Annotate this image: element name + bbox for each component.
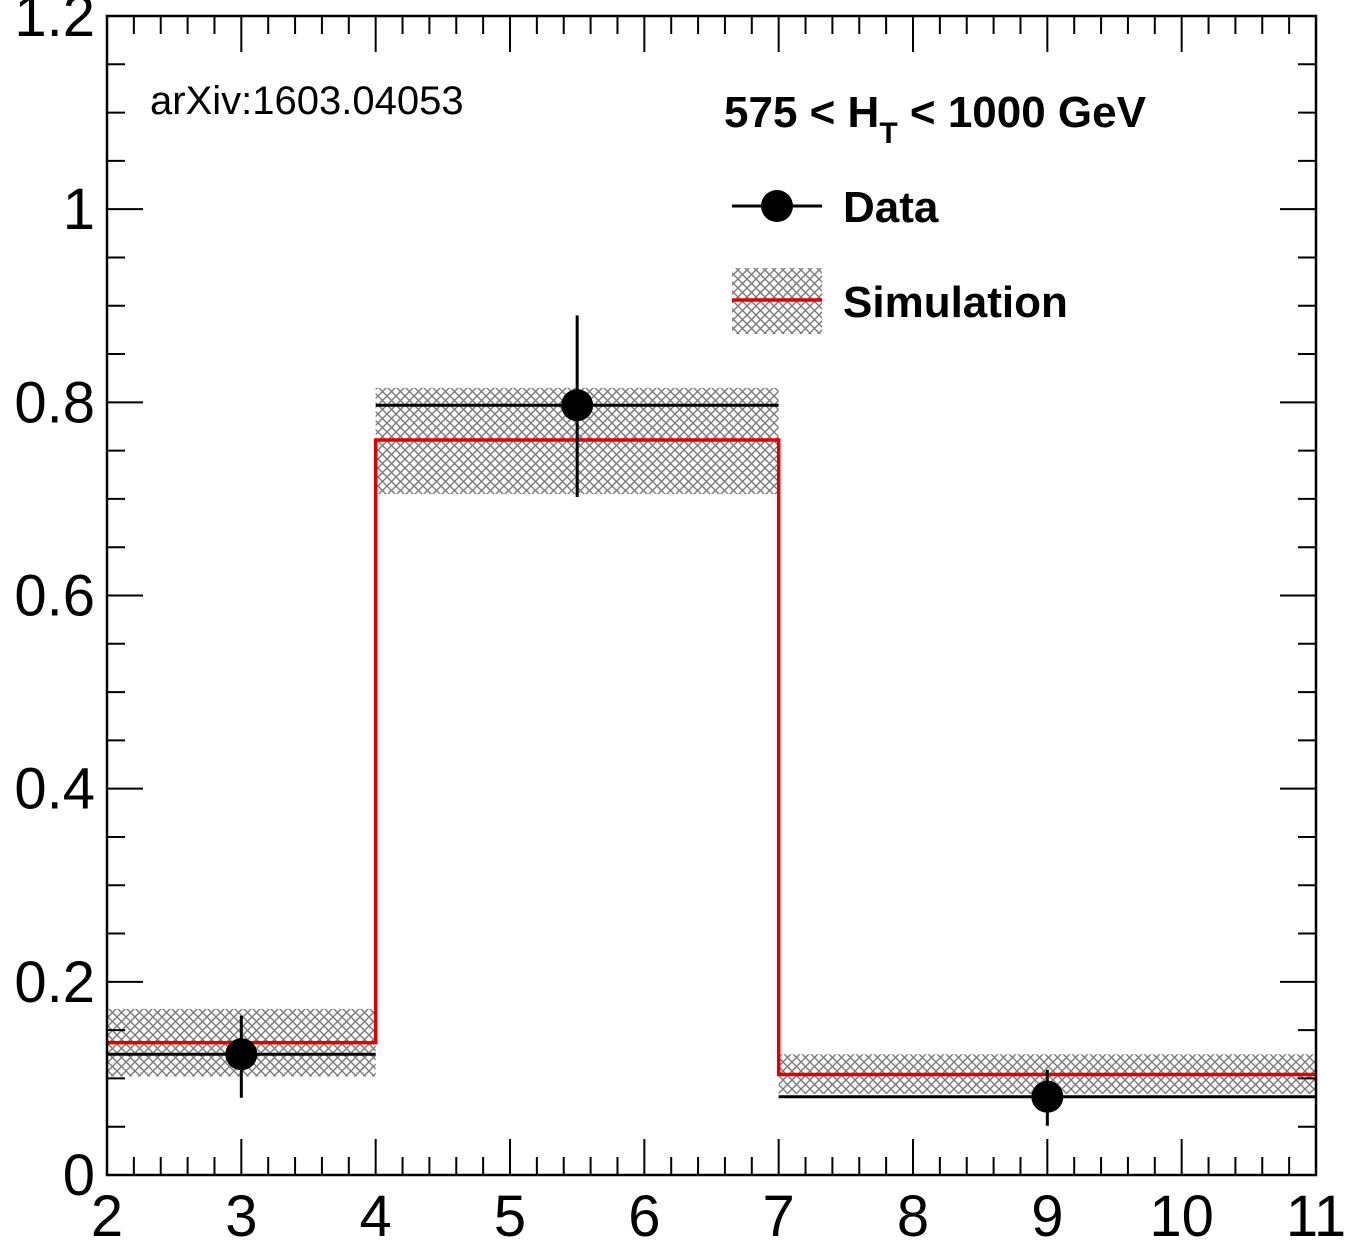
legend-data-label: Data xyxy=(843,183,939,232)
y-tick-label: 0 xyxy=(63,1143,95,1208)
legend-entry-simulation: Simulation xyxy=(732,268,1068,334)
ht-range-rest: < 1000 GeV xyxy=(898,88,1147,137)
data-point-1 xyxy=(107,1015,376,1098)
y-axis: 0 0.2 0.4 0.6 0.8 1 1.2 xyxy=(14,0,1316,1208)
x-tick-label: 8 xyxy=(897,1184,929,1249)
x-tick-label: 5 xyxy=(494,1184,526,1249)
x-tick-label: 4 xyxy=(360,1184,392,1249)
legend: Data Simulation xyxy=(732,183,1068,334)
plot-border xyxy=(105,14,1318,1177)
x-tick-label: 3 xyxy=(225,1184,257,1249)
data-point-3 xyxy=(778,1069,1316,1126)
simulation-histogram xyxy=(107,438,1316,1077)
ht-range-subscript: T xyxy=(879,117,897,150)
x-axis: 2 3 4 5 6 7 8 9 10 11 xyxy=(91,16,1346,1249)
y-tick-label: 1 xyxy=(63,177,95,242)
data-marker-3 xyxy=(1031,1080,1064,1113)
simulation-line xyxy=(107,438,1316,1077)
x-tick-label: 10 xyxy=(1149,1184,1214,1249)
legend-simulation-label: Simulation xyxy=(843,278,1068,327)
simulation-uncertainty-bands xyxy=(107,387,1316,1094)
x-tick-label: 9 xyxy=(1031,1184,1063,1249)
x-tick-label: 11 xyxy=(1286,1184,1346,1249)
y-tick-label: 0.2 xyxy=(14,950,95,1015)
x-tick-label: 7 xyxy=(763,1184,795,1249)
arxiv-annotation: arXiv:1603.04053 xyxy=(150,79,464,123)
x-tick-label: 6 xyxy=(628,1184,660,1249)
y-tick-label: 1.2 xyxy=(14,0,95,49)
y-tick-label: 0.8 xyxy=(14,370,95,435)
data-marker-1 xyxy=(225,1038,258,1071)
data-marker-2 xyxy=(561,389,594,422)
plot-frame xyxy=(105,14,1318,1177)
legend-entry-data: Data xyxy=(732,183,939,232)
ht-range-label: 575 < HT < 1000 GeV xyxy=(724,88,1147,150)
data-point-2 xyxy=(375,315,779,497)
y-tick-label: 0.6 xyxy=(14,564,95,629)
data-points xyxy=(107,315,1316,1126)
ht-range-main: 575 < H xyxy=(724,88,879,137)
x-tick-label: 2 xyxy=(91,1184,123,1249)
legend-data-marker xyxy=(761,190,793,222)
y-tick-label: 0.4 xyxy=(14,757,95,822)
